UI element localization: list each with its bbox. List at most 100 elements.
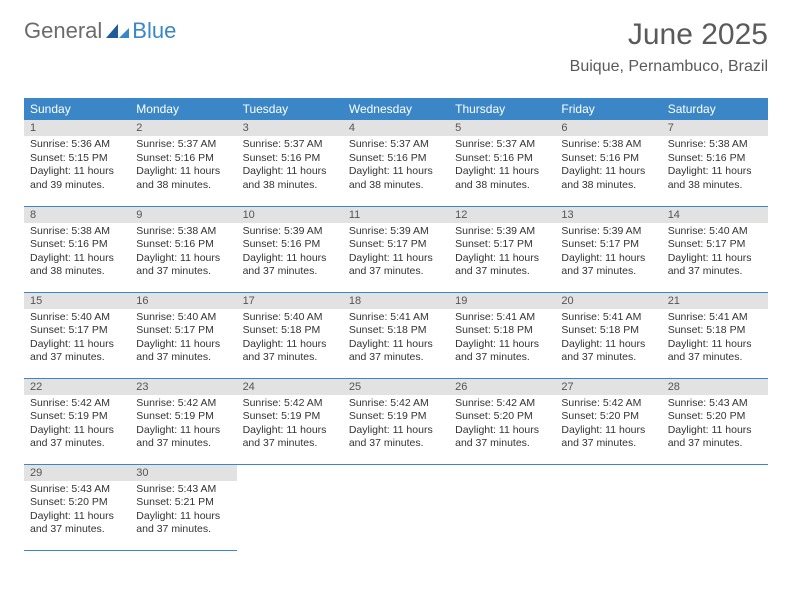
- daylight-line: Daylight: 11 hours and 37 minutes.: [349, 424, 443, 451]
- sunrise-line: Sunrise: 5:39 AM: [243, 225, 337, 239]
- sunrise-line: Sunrise: 5:42 AM: [561, 397, 655, 411]
- calendar-cell: 9Sunrise: 5:38 AMSunset: 5:16 PMDaylight…: [130, 206, 236, 292]
- sunrise-line: Sunrise: 5:39 AM: [349, 225, 443, 239]
- page-title: June 2025: [570, 18, 768, 52]
- calendar-cell: 25Sunrise: 5:42 AMSunset: 5:19 PMDayligh…: [343, 378, 449, 464]
- calendar-cell: 14Sunrise: 5:40 AMSunset: 5:17 PMDayligh…: [662, 206, 768, 292]
- day-number: 10: [237, 207, 343, 223]
- sunrise-line: Sunrise: 5:40 AM: [668, 225, 762, 239]
- calendar-cell: 28Sunrise: 5:43 AMSunset: 5:20 PMDayligh…: [662, 378, 768, 464]
- day-number: 2: [130, 120, 236, 136]
- sunset-line: Sunset: 5:16 PM: [561, 152, 655, 166]
- weekday-header: Thursday: [449, 98, 555, 120]
- day-number: 8: [24, 207, 130, 223]
- sunrise-line: Sunrise: 5:38 AM: [668, 138, 762, 152]
- calendar-cell: 3Sunrise: 5:37 AMSunset: 5:16 PMDaylight…: [237, 120, 343, 206]
- day-body: Sunrise: 5:39 AMSunset: 5:17 PMDaylight:…: [449, 223, 555, 286]
- day-number: 4: [343, 120, 449, 136]
- daylight-line: Daylight: 11 hours and 38 minutes.: [455, 165, 549, 192]
- sunrise-line: Sunrise: 5:41 AM: [455, 311, 549, 325]
- daylight-line: Daylight: 11 hours and 38 minutes.: [349, 165, 443, 192]
- weekday-header: Saturday: [662, 98, 768, 120]
- daylight-line: Daylight: 11 hours and 37 minutes.: [243, 252, 337, 279]
- sunrise-line: Sunrise: 5:41 AM: [668, 311, 762, 325]
- calendar-cell: 5Sunrise: 5:37 AMSunset: 5:16 PMDaylight…: [449, 120, 555, 206]
- day-number: 25: [343, 379, 449, 395]
- sunrise-line: Sunrise: 5:42 AM: [30, 397, 124, 411]
- day-body: Sunrise: 5:40 AMSunset: 5:18 PMDaylight:…: [237, 309, 343, 372]
- daylight-line: Daylight: 11 hours and 38 minutes.: [243, 165, 337, 192]
- sunrise-line: Sunrise: 5:40 AM: [243, 311, 337, 325]
- day-number: 6: [555, 120, 661, 136]
- calendar-cell: 18Sunrise: 5:41 AMSunset: 5:18 PMDayligh…: [343, 292, 449, 378]
- day-body: Sunrise: 5:41 AMSunset: 5:18 PMDaylight:…: [662, 309, 768, 372]
- day-number: 21: [662, 293, 768, 309]
- sunset-line: Sunset: 5:17 PM: [668, 238, 762, 252]
- sunset-line: Sunset: 5:20 PM: [668, 410, 762, 424]
- calendar-cell: 29Sunrise: 5:43 AMSunset: 5:20 PMDayligh…: [24, 464, 130, 550]
- sunset-line: Sunset: 5:16 PM: [136, 152, 230, 166]
- day-number: 16: [130, 293, 236, 309]
- day-body: Sunrise: 5:42 AMSunset: 5:20 PMDaylight:…: [555, 395, 661, 458]
- calendar-week-row: 1Sunrise: 5:36 AMSunset: 5:15 PMDaylight…: [24, 120, 768, 206]
- sunset-line: Sunset: 5:19 PM: [136, 410, 230, 424]
- calendar-cell: 2Sunrise: 5:37 AMSunset: 5:16 PMDaylight…: [130, 120, 236, 206]
- daylight-line: Daylight: 11 hours and 38 minutes.: [136, 165, 230, 192]
- daylight-line: Daylight: 11 hours and 37 minutes.: [30, 510, 124, 537]
- sunset-line: Sunset: 5:18 PM: [243, 324, 337, 338]
- sunset-line: Sunset: 5:16 PM: [668, 152, 762, 166]
- daylight-line: Daylight: 11 hours and 37 minutes.: [30, 338, 124, 365]
- daylight-line: Daylight: 11 hours and 37 minutes.: [668, 338, 762, 365]
- calendar-cell: 15Sunrise: 5:40 AMSunset: 5:17 PMDayligh…: [24, 292, 130, 378]
- day-body: Sunrise: 5:37 AMSunset: 5:16 PMDaylight:…: [130, 136, 236, 199]
- day-body: Sunrise: 5:37 AMSunset: 5:16 PMDaylight:…: [449, 136, 555, 199]
- sunset-line: Sunset: 5:16 PM: [30, 238, 124, 252]
- daylight-line: Daylight: 11 hours and 38 minutes.: [30, 252, 124, 279]
- brand-part2: Blue: [132, 18, 176, 44]
- sunset-line: Sunset: 5:17 PM: [455, 238, 549, 252]
- day-number: 24: [237, 379, 343, 395]
- daylight-line: Daylight: 11 hours and 37 minutes.: [455, 252, 549, 279]
- calendar-cell: [555, 464, 661, 550]
- weekday-header: Monday: [130, 98, 236, 120]
- sunset-line: Sunset: 5:16 PM: [243, 152, 337, 166]
- day-body: Sunrise: 5:41 AMSunset: 5:18 PMDaylight:…: [343, 309, 449, 372]
- day-number: 12: [449, 207, 555, 223]
- daylight-line: Daylight: 11 hours and 37 minutes.: [136, 252, 230, 279]
- daylight-line: Daylight: 11 hours and 38 minutes.: [561, 165, 655, 192]
- daylight-line: Daylight: 11 hours and 37 minutes.: [30, 424, 124, 451]
- calendar-cell: 23Sunrise: 5:42 AMSunset: 5:19 PMDayligh…: [130, 378, 236, 464]
- daylight-line: Daylight: 11 hours and 37 minutes.: [243, 338, 337, 365]
- day-number: 15: [24, 293, 130, 309]
- sunrise-line: Sunrise: 5:42 AM: [136, 397, 230, 411]
- day-body: Sunrise: 5:40 AMSunset: 5:17 PMDaylight:…: [130, 309, 236, 372]
- daylight-line: Daylight: 11 hours and 37 minutes.: [668, 424, 762, 451]
- sunrise-line: Sunrise: 5:40 AM: [30, 311, 124, 325]
- daylight-line: Daylight: 11 hours and 39 minutes.: [30, 165, 124, 192]
- sunset-line: Sunset: 5:21 PM: [136, 496, 230, 510]
- weekday-header: Wednesday: [343, 98, 449, 120]
- calendar-cell: [343, 464, 449, 550]
- sunrise-line: Sunrise: 5:41 AM: [561, 311, 655, 325]
- sunset-line: Sunset: 5:20 PM: [561, 410, 655, 424]
- sunset-line: Sunset: 5:17 PM: [349, 238, 443, 252]
- day-body: Sunrise: 5:39 AMSunset: 5:17 PMDaylight:…: [555, 223, 661, 286]
- sunset-line: Sunset: 5:15 PM: [30, 152, 124, 166]
- sunrise-line: Sunrise: 5:42 AM: [349, 397, 443, 411]
- daylight-line: Daylight: 11 hours and 38 minutes.: [668, 165, 762, 192]
- sunset-line: Sunset: 5:19 PM: [30, 410, 124, 424]
- day-body: Sunrise: 5:40 AMSunset: 5:17 PMDaylight:…: [662, 223, 768, 286]
- sunset-line: Sunset: 5:18 PM: [668, 324, 762, 338]
- title-block: June 2025 Buique, Pernambuco, Brazil: [570, 18, 768, 76]
- day-number: 9: [130, 207, 236, 223]
- calendar-week-row: 22Sunrise: 5:42 AMSunset: 5:19 PMDayligh…: [24, 378, 768, 464]
- sunrise-line: Sunrise: 5:43 AM: [136, 483, 230, 497]
- day-body: Sunrise: 5:42 AMSunset: 5:19 PMDaylight:…: [237, 395, 343, 458]
- day-body: Sunrise: 5:43 AMSunset: 5:20 PMDaylight:…: [24, 481, 130, 544]
- day-body: Sunrise: 5:38 AMSunset: 5:16 PMDaylight:…: [24, 223, 130, 286]
- weekday-header: Tuesday: [237, 98, 343, 120]
- brand-sail-icon: [104, 22, 130, 40]
- day-body: Sunrise: 5:38 AMSunset: 5:16 PMDaylight:…: [130, 223, 236, 286]
- daylight-line: Daylight: 11 hours and 37 minutes.: [136, 338, 230, 365]
- day-body: Sunrise: 5:43 AMSunset: 5:21 PMDaylight:…: [130, 481, 236, 544]
